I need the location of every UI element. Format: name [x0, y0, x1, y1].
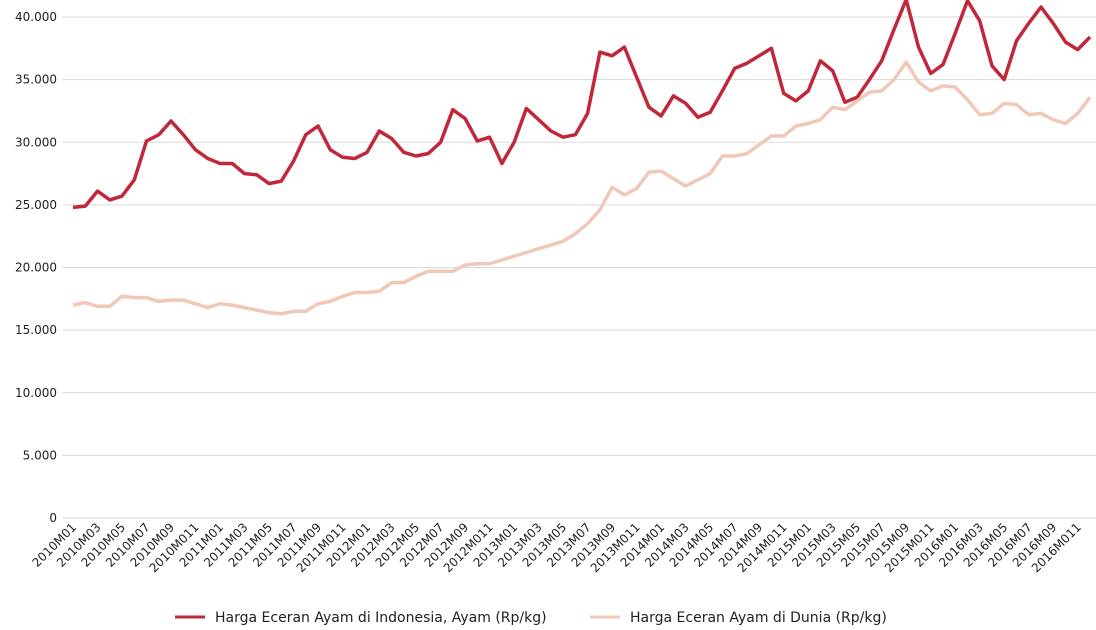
line-series: [72, 0, 1092, 210]
y-tick-label: 35.000: [15, 73, 57, 87]
y-tick-label: 5.000: [23, 448, 57, 462]
y-tick-label: 0: [49, 511, 57, 525]
y-tick-label: 15.000: [15, 323, 57, 337]
legend-label: Harga Eceran Ayam di Dunia (Rp/kg): [630, 610, 887, 626]
y-tick-label: 40.000: [15, 10, 57, 24]
legend-label: Harga Eceran Ayam di Indonesia, Ayam (Rp…: [215, 610, 547, 626]
line-series: [72, 60, 1092, 316]
y-tick-label: 25.000: [15, 198, 57, 212]
y-tick-label: 30.000: [15, 135, 57, 149]
y-tick-label: 10.000: [15, 386, 57, 400]
y-tick-label: 20.000: [15, 261, 57, 275]
